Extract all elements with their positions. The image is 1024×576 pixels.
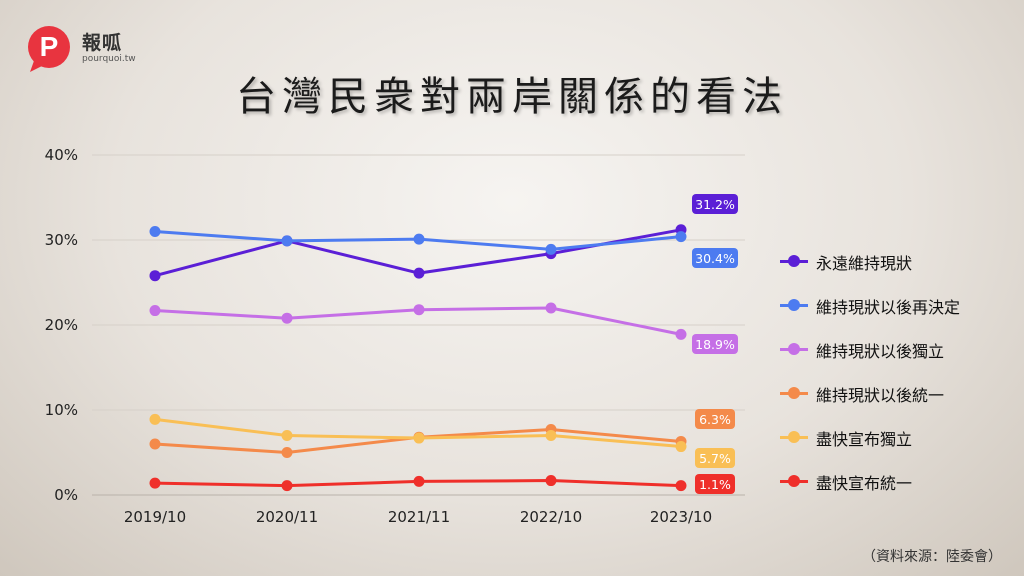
y-tick-label: 40% [45, 146, 78, 164]
legend-marker [788, 343, 800, 355]
x-tick-label: 2019/10 [124, 508, 186, 526]
legend-marker [788, 255, 800, 267]
data-point [675, 231, 687, 243]
data-point [281, 235, 293, 247]
legend-label: 維持現狀以後統一 [816, 386, 945, 405]
brand-name: 報呱 [82, 32, 123, 54]
end-value-label: 5.7% [699, 451, 731, 466]
data-point [545, 430, 557, 441]
legend-label: 盡快宣布統一 [816, 474, 913, 493]
data-point [675, 480, 687, 492]
end-value-label: 18.9% [695, 337, 735, 352]
data-point [545, 475, 557, 487]
end-value-label: 31.2% [695, 197, 735, 212]
data-point [149, 226, 161, 237]
end-value-badge [692, 194, 738, 214]
source-note: （資料來源：陸委會） [862, 549, 1002, 565]
data-point [149, 477, 161, 489]
y-tick-label: 10% [45, 401, 78, 419]
y-tick-label: 0% [54, 486, 78, 504]
legend-marker [788, 431, 800, 443]
legend-label: 維持現狀以後獨立 [816, 342, 945, 361]
end-value-badge [695, 474, 735, 494]
data-point [545, 302, 557, 314]
data-point [149, 305, 161, 317]
legend-item: 維持現狀以後再決定 [780, 294, 1010, 317]
data-point [281, 312, 293, 324]
x-tick-label: 2023/10 [650, 508, 712, 526]
end-value-badge [692, 334, 738, 354]
data-point [675, 441, 687, 453]
end-value-badge [692, 248, 738, 268]
data-point [413, 267, 425, 279]
y-tick-label: 20% [45, 316, 78, 334]
brand-url: pourquoi.tw [82, 54, 136, 64]
end-value-label: 30.4% [695, 251, 735, 266]
data-point [413, 233, 425, 245]
data-point [281, 430, 293, 441]
legend-item: 永遠維持現狀 [780, 250, 1010, 273]
legend-item: 維持現狀以後獨立 [780, 338, 1010, 361]
end-value-badge [695, 409, 735, 429]
pourquoi-logo-icon: P [28, 26, 70, 72]
data-point [413, 304, 425, 316]
y-tick-label: 30% [45, 231, 78, 249]
data-point [149, 413, 161, 425]
logo-letter: P [40, 31, 59, 62]
end-value-badge [695, 448, 735, 468]
legend-marker [788, 475, 800, 487]
end-value-label: 6.3% [699, 412, 731, 427]
legend-label: 維持現狀以後再決定 [816, 298, 961, 317]
legend-item: 維持現狀以後統一 [780, 382, 1010, 405]
legend-label: 盡快宣布獨立 [816, 430, 913, 449]
data-point [149, 270, 161, 282]
legend-item: 盡快宣布統一 [780, 470, 1010, 493]
data-point [545, 243, 557, 255]
legend-item: 盡快宣布獨立 [780, 426, 1010, 449]
data-point [675, 328, 687, 340]
legend-label: 永遠維持現狀 [816, 254, 913, 273]
brand-logo: P 報呱 pourquoi.tw [26, 24, 136, 76]
x-tick-label: 2022/10 [520, 508, 582, 526]
page-title: 台灣民衆對兩岸關係的看法 [236, 74, 788, 120]
legend-marker [788, 387, 800, 399]
data-point [413, 475, 425, 487]
data-point [281, 480, 293, 492]
x-tick-label: 2021/11 [388, 508, 450, 526]
data-point [149, 438, 161, 450]
x-tick-label: 2020/11 [256, 508, 318, 526]
legend-marker [788, 299, 800, 311]
data-point [413, 432, 425, 444]
data-point [281, 447, 293, 458]
end-value-label: 1.1% [699, 477, 731, 492]
